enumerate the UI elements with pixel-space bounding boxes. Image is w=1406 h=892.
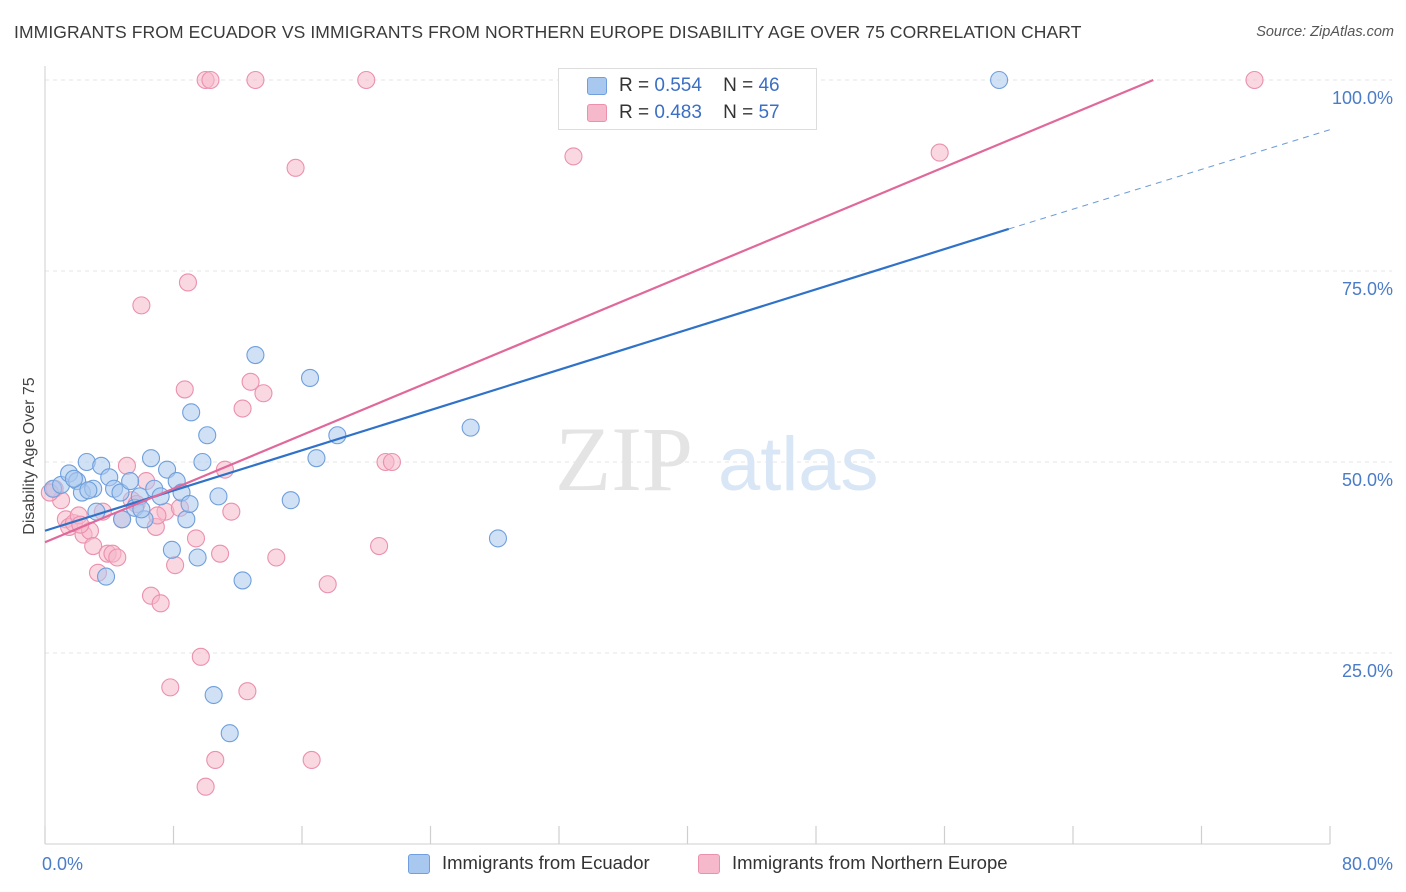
chart-title: IMMIGRANTS FROM ECUADOR VS IMMIGRANTS FR… <box>14 22 1082 42</box>
northern-europe-point-29 <box>186 529 206 548</box>
northern-europe-point-37 <box>222 502 241 521</box>
legend-swatch-northern-europe <box>587 104 607 122</box>
northern-europe-point-25 <box>166 556 185 575</box>
y-tick-label-0: 25.0% <box>1342 661 1393 681</box>
northern-europe-point-24 <box>161 678 180 697</box>
correlation-legend: R = 0.554 N = 46 R = 0.483 N = 57 <box>558 68 817 130</box>
ecuador-point-14 <box>121 472 140 491</box>
ecuador-point-36 <box>300 368 320 388</box>
northern-europe-point-46 <box>318 575 337 594</box>
ecuador-point-31 <box>209 487 228 506</box>
northern-europe-point-15 <box>117 456 136 475</box>
x-tick-label-min: 0.0% <box>42 854 83 874</box>
ecuador-trend-line <box>44 227 1010 532</box>
y-tick-label-3: 100.0% <box>1332 88 1393 108</box>
bottom-legend-swatch-northern-europe <box>698 854 720 874</box>
ecuador-point-42 <box>79 481 98 500</box>
northern-europe-point-31 <box>196 777 215 796</box>
ecuador-point-34 <box>246 345 265 365</box>
tick-labels: 25.0% 50.0% 75.0% 100.0% 0.0% 80.0% <box>42 88 1393 874</box>
gridlines <box>45 79 1392 654</box>
northern-europe-point-27 <box>175 380 194 399</box>
legend-n-label: N = <box>723 102 754 123</box>
ecuador-point-40 <box>488 529 508 548</box>
northern-europe-point-33 <box>201 70 220 90</box>
northern-europe-point-52 <box>930 143 949 162</box>
bottom-legend-swatch-ecuador <box>408 854 430 874</box>
northern-europe-point-48 <box>370 536 389 556</box>
y-tick-label-1: 50.0% <box>1342 470 1393 490</box>
x-tick-label-max: 80.0% <box>1342 854 1393 874</box>
ecuador-point-30 <box>204 685 223 705</box>
northern-europe-point-13 <box>108 548 127 567</box>
ecuador-point-29 <box>198 426 217 445</box>
legend-r-label: R = <box>619 75 650 96</box>
northern-europe-point-22 <box>151 594 170 613</box>
northern-europe-point-40 <box>241 372 260 391</box>
ecuador-point-35 <box>281 491 300 510</box>
watermark-atlas: atlas <box>718 422 879 507</box>
ecuador-point-44 <box>180 494 199 514</box>
legend-r-value-northern-europe: 0.483 <box>654 102 702 123</box>
northern-europe-point-39 <box>238 682 257 701</box>
ecuador-point-28 <box>193 452 212 472</box>
ecuador-point-9 <box>96 567 116 586</box>
northern-europe-point-35 <box>211 544 230 563</box>
northern-europe-point-43 <box>267 548 286 567</box>
ecuador-point-39 <box>461 418 480 437</box>
y-tick-label-2: 75.0% <box>1342 279 1393 299</box>
northern-europe-point-18 <box>132 296 151 315</box>
northern-europe-point-51 <box>564 147 583 166</box>
northern-europe-point-28 <box>178 273 198 292</box>
trend-lines <box>44 78 1331 544</box>
watermark-zip: ZIP <box>555 408 693 510</box>
northern-europe-point-30 <box>191 647 210 666</box>
ecuador-point-25 <box>177 510 196 529</box>
ecuador-point-27 <box>188 548 207 567</box>
ecuador-point-41 <box>990 70 1009 90</box>
bottom-legend-label-ecuador: Immigrants from Ecuador <box>442 852 650 873</box>
legend-swatch-ecuador <box>587 77 607 95</box>
ecuador-point-22 <box>162 540 181 559</box>
northern-europe-point-8 <box>84 536 103 556</box>
ecuador-point-26 <box>182 403 201 422</box>
ecuador-trend-extension <box>1008 129 1331 230</box>
northern-europe-point-38 <box>233 399 252 418</box>
legend-r-value-ecuador: 0.554 <box>654 75 702 96</box>
ecuador-point-32 <box>220 724 239 743</box>
northern-europe-point-44 <box>286 158 305 177</box>
northern-europe-point-47 <box>357 70 376 90</box>
northern-europe-trend-line <box>44 78 1154 544</box>
northern-europe-point-53 <box>1245 70 1264 90</box>
northern-europe-point-41 <box>246 70 265 90</box>
y-axis-label: Disability Age Over 75 <box>21 377 38 535</box>
bottom-legend-label-northern-europe: Immigrants from Northern Europe <box>732 852 1008 873</box>
northern-europe-points <box>40 70 1264 796</box>
ecuador-points <box>43 70 1009 743</box>
legend-n-value-northern-europe: 57 <box>758 102 780 123</box>
legend-r-label: R = <box>619 102 650 123</box>
watermark: ZIP atlas <box>555 408 879 510</box>
axes <box>44 66 1331 845</box>
legend-n-value-ecuador: 46 <box>758 75 780 96</box>
northern-europe-point-45 <box>302 750 321 770</box>
source-credit: Source: ZipAtlas.com <box>1256 24 1394 40</box>
ecuador-point-37 <box>307 449 326 468</box>
legend-n-label: N = <box>723 75 754 96</box>
ecuador-point-33 <box>233 571 252 590</box>
ecuador-point-45 <box>64 469 83 488</box>
ecuador-point-18 <box>141 449 161 468</box>
northern-europe-point-42 <box>254 384 273 403</box>
northern-europe-point-50 <box>382 452 402 472</box>
northern-europe-point-34 <box>206 750 225 770</box>
